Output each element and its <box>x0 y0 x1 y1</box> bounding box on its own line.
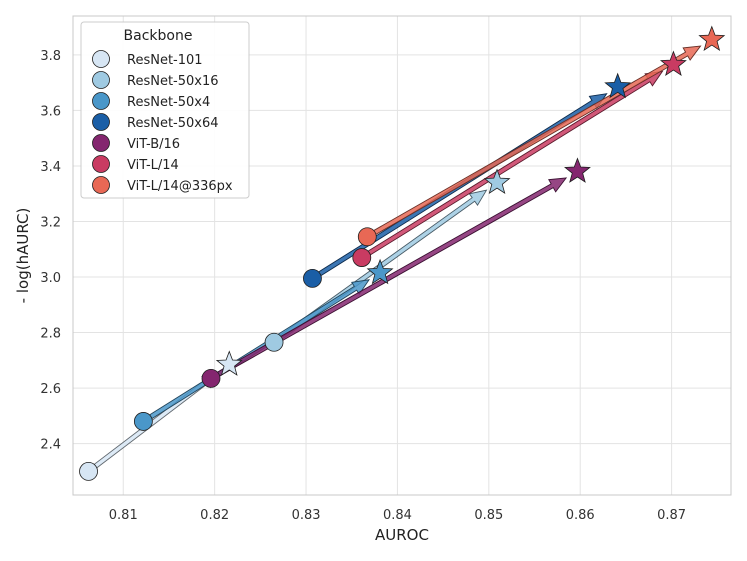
x-tick-label: 0.86 <box>566 508 595 523</box>
x-tick-label: 0.82 <box>200 508 229 523</box>
y-axis-label: - log(hAURC) <box>14 208 32 304</box>
y-tick-label: 2.8 <box>40 327 61 342</box>
end-point-ResNet-50x64 <box>604 72 632 99</box>
start-point-ResNet-50x64 <box>303 269 322 288</box>
y-axis-ticks: 2.4 2.6 2.8 3.0 3.2 3.4 3.6 3.8 <box>40 49 61 453</box>
x-tick-label: 0.84 <box>383 508 412 523</box>
legend-items: ResNet-101 ResNet-50x16 ResNet-50x4 ResNet-… <box>92 50 233 194</box>
series <box>79 25 726 481</box>
legend-label: ResNet-50x16 <box>127 74 219 89</box>
legend-title: Backbone <box>124 28 193 44</box>
end-point-ViT-L/14@336px <box>698 25 726 52</box>
legend-box <box>80 21 250 199</box>
end-point-ResNet-50x4 <box>366 258 394 285</box>
legend-label: ViT-L/14 <box>127 158 179 173</box>
end-point-ViT-B/16 <box>564 157 591 183</box>
start-point-ResNet-50x4 <box>133 412 153 431</box>
legend-marker <box>92 50 110 68</box>
y-tick-label: 2.4 <box>40 438 61 453</box>
y-tick-label: 3.2 <box>40 215 61 230</box>
plot-area-frame <box>72 15 732 496</box>
legend: Backbone ResNet-101 ResNet-50x16 ResNet-50… <box>80 21 250 199</box>
legend-marker <box>92 113 110 131</box>
x-axis-ticks: 0.81 0.82 0.83 0.84 0.85 0.86 0.87 <box>109 508 686 523</box>
start-point-ResNet-50x16 <box>264 332 284 352</box>
legend-marker <box>92 176 110 194</box>
start-point-ViT-L/14@336px <box>357 227 377 247</box>
end-point-ViT-L/14 <box>659 50 687 77</box>
start-point-ViT-B/16 <box>201 368 221 388</box>
end-point-ResNet-101 <box>215 350 243 376</box>
legend-marker <box>92 155 110 173</box>
x-tick-label: 0.81 <box>109 508 138 523</box>
arrow-ViT-L/14@336px <box>365 45 702 240</box>
x-tick-label: 0.85 <box>474 508 503 523</box>
legend-label: ResNet-50x4 <box>127 95 210 110</box>
legend-label: ResNet-50x64 <box>127 116 219 131</box>
x-tick-label: 0.83 <box>292 508 321 523</box>
legend-marker <box>92 92 110 110</box>
legend-marker <box>92 71 110 89</box>
legend-marker <box>92 134 110 152</box>
start-point-ViT-L/14 <box>352 248 372 267</box>
y-tick-label: 3.4 <box>40 160 61 175</box>
markers <box>79 25 726 481</box>
end-point-ResNet-50x16 <box>483 168 511 195</box>
x-tick-label: 0.87 <box>657 508 686 523</box>
start-point-ResNet-101 <box>79 461 98 481</box>
legend-label: ViT-L/14@336px <box>127 179 233 194</box>
legend-label: ResNet-101 <box>127 53 203 68</box>
grid <box>73 16 731 495</box>
y-tick-label: 3.0 <box>40 271 61 286</box>
y-tick-label: 2.6 <box>40 382 61 397</box>
y-tick-label: 3.6 <box>40 104 61 119</box>
legend-label: ViT-B/16 <box>127 137 180 152</box>
y-tick-label: 3.8 <box>40 49 61 64</box>
x-axis-label: AUROC <box>375 526 429 544</box>
